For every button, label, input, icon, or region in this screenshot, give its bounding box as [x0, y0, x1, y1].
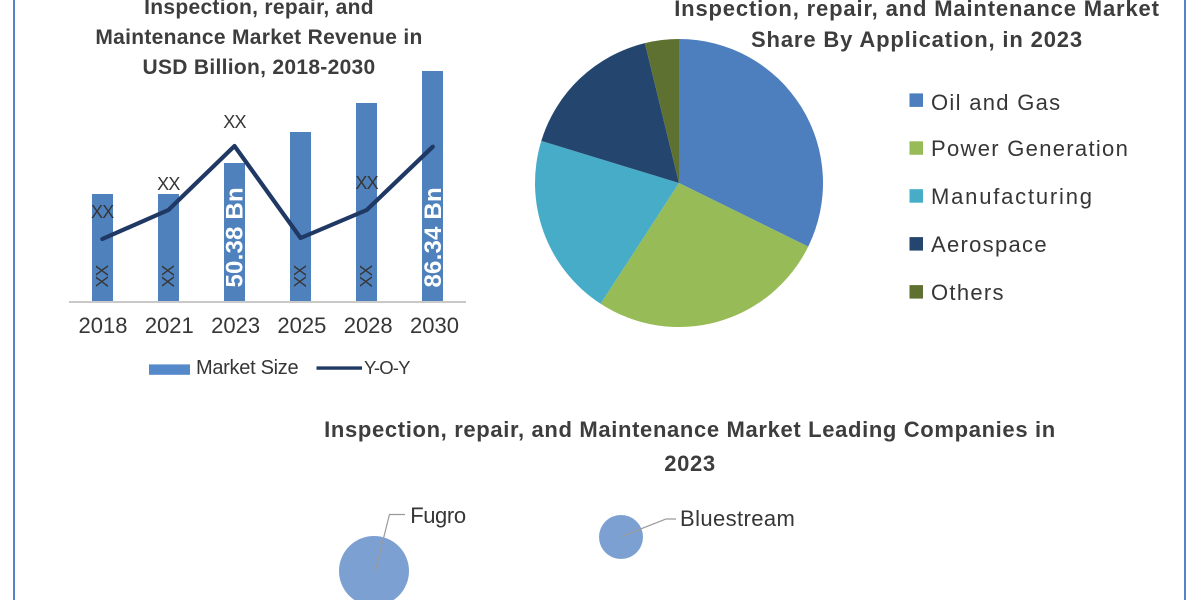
svg-text:XX: XX — [158, 264, 178, 287]
svg-text:XX: XX — [356, 264, 376, 287]
svg-text:XX: XX — [92, 264, 112, 287]
svg-text:86.34 Bn: 86.34 Bn — [420, 187, 447, 287]
svg-text:50.38 Bn: 50.38 Bn — [222, 187, 249, 287]
svg-text:XX: XX — [290, 264, 310, 287]
